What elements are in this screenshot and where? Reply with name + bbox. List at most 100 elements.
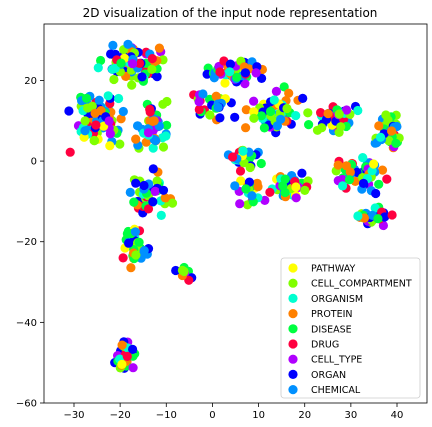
data-point (323, 109, 333, 119)
legend-marker (288, 263, 298, 273)
data-point (239, 158, 249, 168)
legend-label: DISEASE (311, 324, 352, 335)
data-point (232, 72, 242, 82)
data-point (151, 135, 161, 146)
data-point (127, 80, 137, 90)
data-point (130, 227, 140, 237)
data-point (116, 114, 126, 124)
legend-label: CELL_COMPARTMENT (311, 279, 412, 290)
data-point (158, 142, 169, 152)
x-tick-label: 30 (344, 410, 357, 421)
data-point (105, 141, 115, 151)
data-point (271, 86, 281, 96)
data-point (194, 97, 204, 107)
data-point (353, 105, 363, 116)
data-point (80, 116, 90, 126)
x-axis: −30 −20 −10 0 10 20 30 40 (63, 403, 403, 421)
data-point (139, 246, 149, 256)
data-point (123, 39, 133, 49)
data-point (240, 68, 250, 78)
data-point (387, 126, 397, 136)
data-point (128, 59, 138, 69)
x-tick-label: 10 (252, 410, 265, 421)
data-point (194, 104, 204, 115)
data-point (247, 191, 257, 201)
data-point (256, 158, 266, 169)
legend-label: ORGANISM (311, 294, 363, 305)
x-tick-label: 20 (298, 410, 311, 421)
data-point (154, 43, 164, 53)
data-point (110, 63, 120, 73)
legend-label: CHEMICAL (311, 385, 361, 396)
data-point (225, 67, 235, 77)
data-point (245, 162, 255, 173)
data-point (141, 137, 151, 147)
data-point (149, 116, 159, 126)
data-point (342, 105, 352, 115)
legend-marker (288, 293, 298, 303)
data-point (104, 116, 114, 126)
y-tick-label: −60 (16, 399, 37, 410)
data-point (260, 195, 270, 205)
data-point (126, 263, 136, 273)
y-tick-label: −20 (16, 237, 37, 248)
data-point (125, 187, 135, 197)
x-tick-label: −10 (156, 410, 177, 421)
data-point (384, 136, 394, 146)
data-point (128, 344, 138, 354)
data-point (238, 146, 248, 156)
chart-title: 2D visualization of the input node repre… (83, 6, 378, 20)
x-tick-label: −30 (63, 410, 84, 421)
data-point (114, 93, 124, 104)
data-point (241, 123, 251, 133)
data-point (148, 197, 158, 207)
data-point (338, 181, 348, 191)
data-point (369, 159, 379, 169)
data-point (64, 106, 74, 116)
data-point (265, 106, 276, 117)
data-point (143, 128, 154, 138)
data-point (91, 120, 101, 130)
data-point (133, 121, 143, 131)
data-point (152, 176, 162, 186)
data-point (213, 102, 223, 112)
data-point (377, 165, 388, 175)
data-point (333, 160, 343, 170)
data-point (94, 95, 104, 105)
data-point (128, 363, 138, 373)
data-point (235, 166, 246, 176)
data-point (373, 214, 383, 224)
data-point (358, 178, 369, 188)
legend-marker (288, 278, 298, 288)
data-point (334, 109, 344, 119)
data-point (265, 187, 275, 197)
data-point (131, 178, 141, 188)
data-point (391, 138, 401, 148)
data-point (161, 131, 171, 141)
data-point (251, 68, 261, 78)
data-point (220, 78, 230, 88)
data-point (269, 95, 279, 105)
y-tick-label: −40 (16, 318, 37, 329)
data-point (184, 275, 194, 285)
data-point (344, 175, 354, 185)
data-point (230, 112, 240, 122)
data-point (205, 110, 215, 120)
legend-label: PATHWAY (311, 264, 355, 275)
data-point (304, 120, 314, 130)
x-tick-label: −20 (110, 410, 131, 421)
legend-label: ORGAN (311, 370, 346, 381)
data-point (230, 181, 240, 191)
data-point (131, 134, 141, 144)
data-point (87, 101, 97, 111)
data-point (160, 193, 170, 203)
data-point (387, 210, 397, 220)
data-point (129, 197, 139, 207)
data-point (124, 238, 134, 248)
data-point (276, 114, 286, 124)
data-point (228, 152, 238, 162)
data-point (131, 250, 141, 260)
y-tick-label: 20 (24, 76, 37, 87)
data-point (371, 188, 381, 199)
data-point (353, 211, 363, 221)
